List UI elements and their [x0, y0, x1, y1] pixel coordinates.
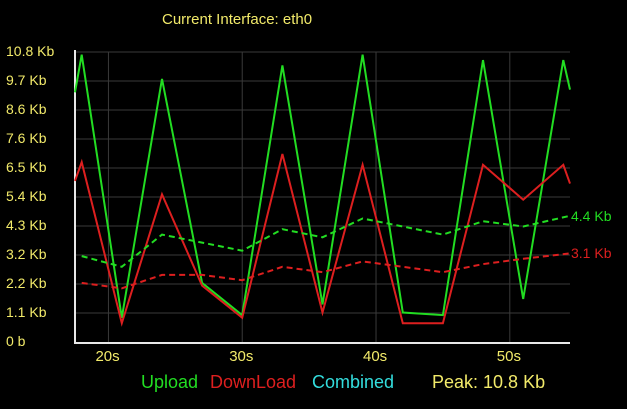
y-tick-label: 4.3 Kb: [6, 217, 47, 233]
x-tick-label: 30s: [229, 348, 254, 365]
series-line-upload-average: [81, 214, 571, 268]
y-tick-label: 8.6 Kb: [6, 101, 47, 117]
legend-upload: Upload: [141, 372, 199, 392]
series-line-upload: [74, 54, 571, 318]
series-line-download-average: [81, 252, 571, 290]
x-tick-label: 40s: [363, 348, 388, 365]
series-line-download: [74, 153, 571, 327]
average-end-label: 4.4 Kb: [571, 207, 612, 224]
x-tick-label: 50s: [496, 348, 521, 365]
legend-peak: Peak: 10.8 Kb: [432, 372, 546, 392]
y-tick-label: 2.2 Kb: [6, 275, 47, 291]
y-tick-label: 3.2 Kb: [6, 246, 47, 262]
legend-download: DownLoad: [210, 372, 297, 392]
y-tick-label: 5.4 Kb: [6, 188, 47, 204]
y-tick-label: 7.6 Kb: [6, 130, 47, 146]
y-tick-label: 1.1 Kb: [6, 304, 47, 320]
y-tick-label: 9.7 Kb: [6, 72, 47, 88]
average-end-label: 3.1 Kb: [571, 245, 612, 262]
y-tick-label: 0 b: [6, 333, 26, 349]
y-tick-label: 10.8 Kb: [6, 43, 55, 59]
legend-combined: Combined: [312, 372, 395, 392]
interface-title: Current Interface: eth0: [162, 11, 313, 28]
x-tick-label: 20s: [95, 348, 120, 365]
y-tick-label: 6.5 Kb: [6, 159, 47, 175]
